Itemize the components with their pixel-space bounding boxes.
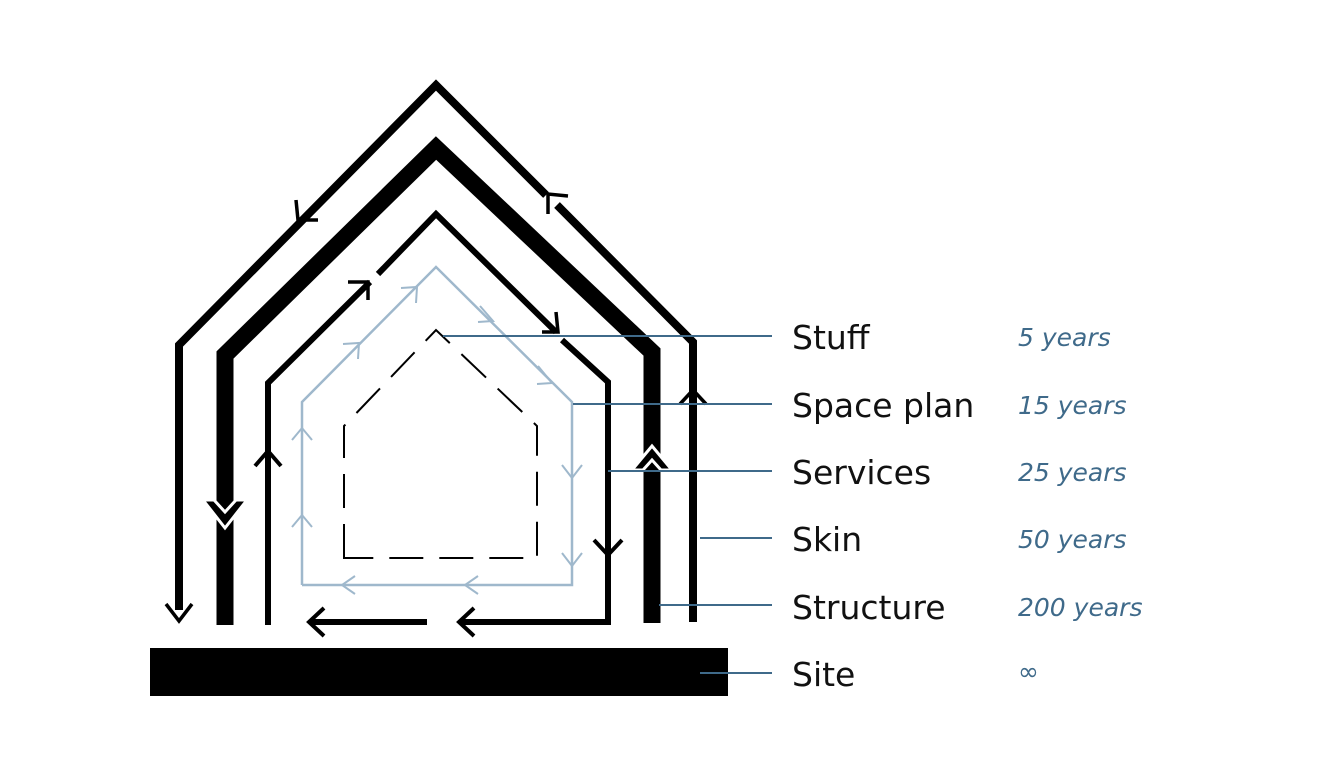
skin-outline	[175, 79, 697, 622]
layer-lifespans: 5 years 15 years 25 years 50 years 200 y…	[1018, 323, 1142, 686]
stuff-outline	[343, 328, 538, 559]
years-services: 25 years	[1018, 458, 1127, 487]
label-services: Services	[792, 453, 931, 492]
label-skin: Skin	[792, 520, 862, 559]
space-plan-outline	[300, 265, 574, 587]
years-skin: 50 years	[1018, 525, 1127, 554]
years-structure: 200 years	[1018, 593, 1142, 622]
services-outline	[265, 209, 611, 625]
structure-outline	[216, 136, 661, 625]
years-site: ∞	[1018, 657, 1039, 686]
space-plan-arrows	[291, 285, 583, 595]
skin-arrows	[164, 192, 708, 624]
layer-labels: Stuff Space plan Services Skin Structure…	[792, 318, 974, 694]
years-stuff: 5 years	[1018, 323, 1111, 352]
site-slab	[150, 648, 728, 696]
label-structure: Structure	[792, 588, 946, 627]
years-space-plan: 15 years	[1018, 391, 1127, 420]
leader-lines	[443, 335, 772, 674]
label-stuff: Stuff	[792, 318, 871, 357]
services-arrows	[253, 280, 624, 638]
label-space-plan: Space plan	[792, 386, 974, 425]
label-site: Site	[792, 655, 855, 694]
